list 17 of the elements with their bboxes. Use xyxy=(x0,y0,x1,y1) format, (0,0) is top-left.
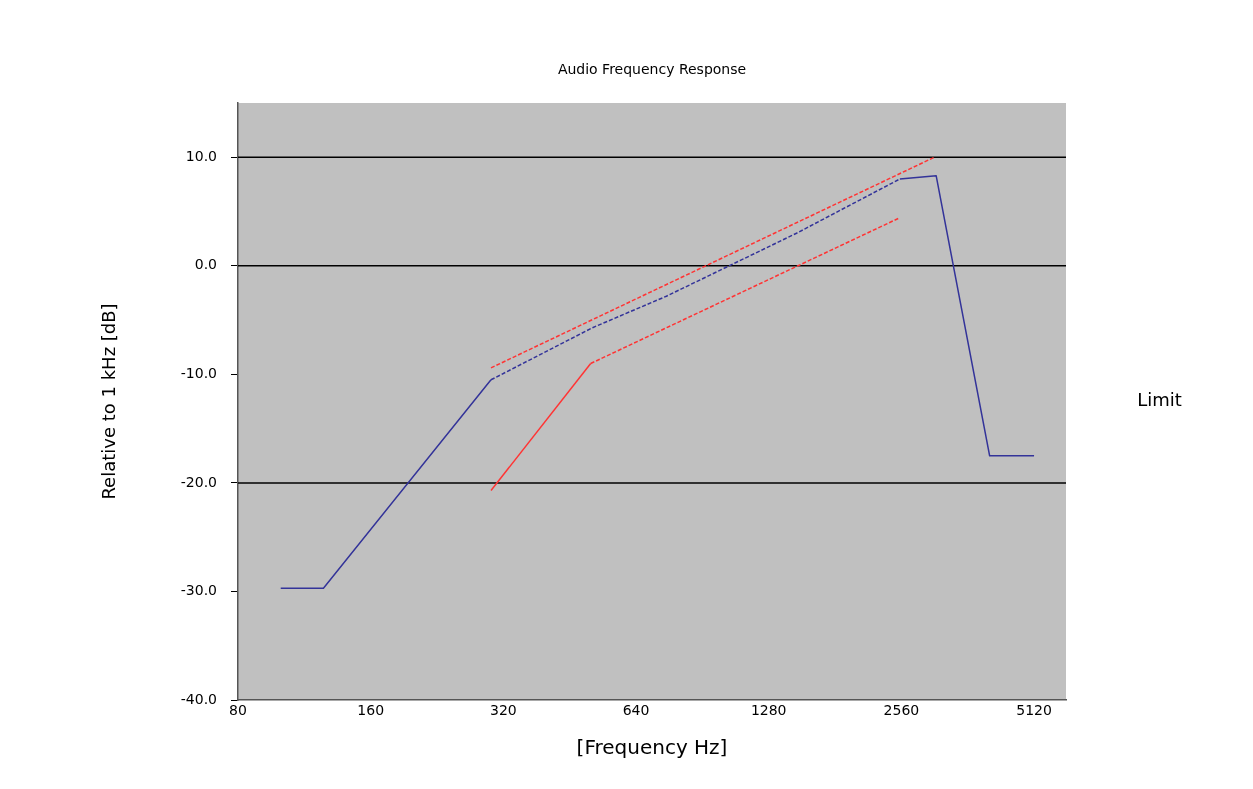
y-tick-label: 0.0 xyxy=(194,256,217,273)
y-tick-label: -20.0 xyxy=(180,473,217,490)
y-axis-title: Relative to 1 kHz [dB] xyxy=(98,303,120,500)
y-tick-label: -30.0 xyxy=(180,582,217,599)
y-tick-label: 10.0 xyxy=(185,147,217,164)
y-tick-label: -40.0 xyxy=(180,690,217,707)
x-tick-label: 80 xyxy=(229,702,247,719)
x-axis-title: [Frequency Hz] xyxy=(576,735,728,760)
text: Limit xyxy=(1137,389,1182,411)
x-tick-label: 2560 xyxy=(883,702,920,719)
x-tick-label: 640 xyxy=(622,702,650,719)
x-tick-label: 320 xyxy=(489,702,517,719)
x-tick-label: 160 xyxy=(357,702,385,719)
chart-title: Audio Frequency Response xyxy=(557,60,747,77)
x-tick-label: 1280 xyxy=(750,702,787,719)
x-tick-label: 5120 xyxy=(1016,702,1052,719)
y-tick-label: -10.0 xyxy=(180,365,217,381)
